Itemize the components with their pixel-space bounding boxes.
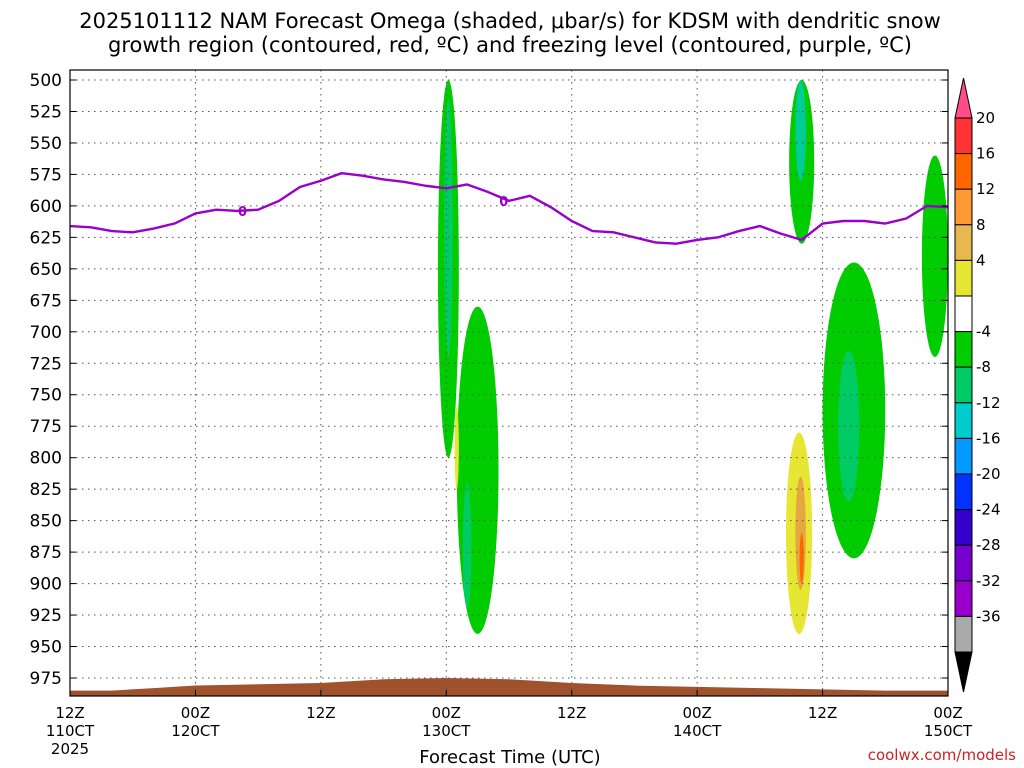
pressure-tick-label: 875 <box>30 543 62 563</box>
time-tick-label: 12Z <box>808 704 837 722</box>
pressure-tick-label: 825 <box>30 480 62 500</box>
colorbar-segment <box>954 188 973 226</box>
x-axis-title: Forecast Time (UTC) <box>419 747 600 768</box>
colorbar-label: -24 <box>976 501 1001 519</box>
pressure-tick-label: 625 <box>30 228 62 248</box>
pressure-tick-label: 525 <box>30 102 62 122</box>
colorbar-label: -32 <box>976 572 1001 590</box>
omega-region-3 <box>463 482 472 609</box>
date-tick-label: 140CT <box>673 722 722 740</box>
colorbar-label: -12 <box>976 394 1001 412</box>
colorbar-segment <box>954 544 973 582</box>
colorbar-label: 16 <box>976 145 995 163</box>
pressure-tick-label: 500 <box>30 71 62 91</box>
pressure-tick-label: 950 <box>30 638 62 658</box>
colorbar-segment <box>954 615 973 653</box>
colorbar-label: -28 <box>976 536 1001 554</box>
omega-region-4 <box>454 407 459 490</box>
colorbar-label: -8 <box>976 358 991 376</box>
pressure-tick-label: 575 <box>30 165 62 185</box>
freezing-level-contour: 00 <box>69 171 949 245</box>
pressure-tick-label: 775 <box>30 417 62 437</box>
plot-frame <box>69 69 949 697</box>
pressure-tick-label: 550 <box>30 134 62 154</box>
chart-title-line-1: 2025101112 NAM Forecast Omega (shaded, μ… <box>79 9 941 33</box>
colorbar-segment <box>954 117 973 155</box>
freezing-level-label: 0 <box>499 195 508 210</box>
pressure-tick-label: 650 <box>30 260 62 280</box>
pressure-tick-label: 800 <box>30 449 62 469</box>
colorbar-label: 20 <box>976 109 995 127</box>
terrain-fill <box>70 678 948 696</box>
time-tick-label: 12Z <box>557 704 586 722</box>
colorbar-label: 8 <box>976 216 986 234</box>
colorbar-label: -36 <box>976 607 1001 625</box>
colorbar-segment <box>954 437 973 475</box>
colorbar-segment <box>954 295 973 333</box>
pressure-tick-label: 750 <box>30 386 62 406</box>
date-tick-label: 120CT <box>171 722 220 740</box>
terrain-area <box>70 678 948 696</box>
colorbar-label: -4 <box>976 323 991 341</box>
time-tick-label: 00Z <box>933 704 962 722</box>
omega-region-11 <box>799 533 804 584</box>
pressure-tick-label: 725 <box>30 354 62 374</box>
colorbar-segment <box>954 509 973 546</box>
colorbar-label: 4 <box>976 251 986 269</box>
colorbar-segment <box>954 331 973 368</box>
pressure-axis: 500 525 550 575 600 625 650 675 700 725 750 775 800 8… <box>30 71 948 689</box>
omega-region-12 <box>921 155 948 357</box>
time-tick-label: 12Z <box>55 704 84 722</box>
omega-region-8 <box>838 350 860 502</box>
colorbar-segment <box>954 259 973 297</box>
colorbar: 20 16 12 8 4 -4 -8 -12 -16 -20 -24 -28 -32 -36 <box>954 77 1001 693</box>
colorbar-label: -16 <box>976 429 1001 447</box>
colorbar-top-arrow <box>954 77 973 119</box>
pressure-tick-label: 850 <box>30 512 62 532</box>
date-tick-label: 110CT <box>46 722 95 740</box>
freezing-level-label: 0 <box>238 205 247 220</box>
time-tick-label: 12Z <box>306 704 335 722</box>
credit-label: coolwx.com/models <box>868 746 1016 764</box>
chart-title-line-2: growth region (contoured, red, ºC) and f… <box>108 33 912 57</box>
year-label: 2025 <box>51 740 89 758</box>
pressure-tick-label: 900 <box>30 575 62 595</box>
colorbar-segment <box>954 224 973 261</box>
colorbar-segment <box>954 580 973 617</box>
pressure-tick-label: 975 <box>30 669 62 689</box>
time-tick-label: 00Z <box>432 704 461 722</box>
omega-region-2 <box>456 306 499 634</box>
colorbar-bottom-arrow <box>954 651 973 693</box>
date-tick-label: 130CT <box>422 722 471 740</box>
pressure-tick-label: 675 <box>30 291 62 311</box>
plot-area <box>70 70 948 696</box>
freezing-level-line <box>69 171 949 245</box>
pressure-tick-label: 925 <box>30 606 62 626</box>
colorbar-segment <box>954 366 973 404</box>
gridlines <box>69 70 949 696</box>
colorbar-label: 12 <box>976 180 995 198</box>
colorbar-label: -20 <box>976 465 1001 483</box>
colorbar-segment <box>954 153 973 190</box>
pressure-tick-label: 600 <box>30 197 62 217</box>
time-tick-label: 00Z <box>181 704 210 722</box>
date-tick-label: 150CT <box>924 722 973 740</box>
pressure-tick-label: 700 <box>30 323 62 343</box>
time-tick-label: 00Z <box>682 704 711 722</box>
colorbar-segment <box>954 473 973 511</box>
omega-region-6 <box>795 80 806 181</box>
omega-region-1 <box>444 98 453 357</box>
colorbar-segment <box>954 402 973 439</box>
